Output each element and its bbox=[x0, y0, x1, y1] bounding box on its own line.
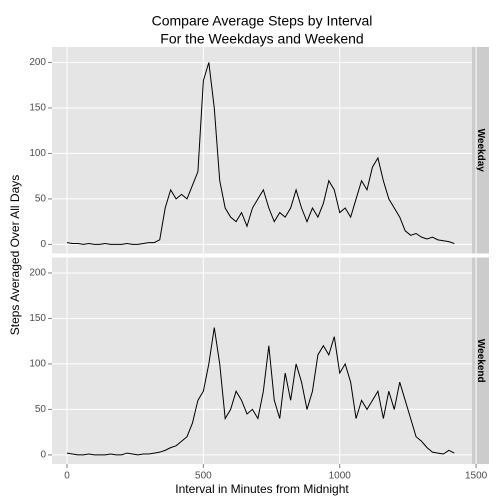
panel-background bbox=[52, 47, 472, 254]
x-tick-label: 0 bbox=[64, 471, 70, 482]
y-tick-label: 0 bbox=[40, 450, 46, 461]
y-tick-label: 200 bbox=[29, 268, 46, 279]
x-tick-label: 1500 bbox=[465, 471, 488, 482]
x-tick-label: 1000 bbox=[329, 471, 352, 482]
strip-label: Weekday bbox=[475, 129, 486, 173]
x-tick-label: 500 bbox=[195, 471, 212, 482]
panel-background bbox=[52, 257, 472, 464]
strip-label: Weekend bbox=[475, 339, 486, 383]
y-tick-label: 0 bbox=[40, 239, 46, 250]
x-axis-label: Interval in Minutes from Midnight bbox=[175, 482, 349, 496]
y-tick-label: 200 bbox=[29, 57, 46, 68]
y-tick-label: 50 bbox=[35, 194, 47, 205]
chart-subtitle: For the Weekdays and Weekend bbox=[160, 31, 363, 47]
y-tick-label: 150 bbox=[29, 103, 46, 114]
chart-title: Compare Average Steps by Interval bbox=[152, 13, 373, 29]
y-tick-label: 50 bbox=[35, 404, 47, 415]
y-tick-label: 150 bbox=[29, 313, 46, 324]
y-axis-label: Steps Averaged Over All Days bbox=[8, 175, 22, 336]
y-tick-label: 100 bbox=[29, 359, 46, 370]
y-tick-label: 100 bbox=[29, 148, 46, 159]
series-line bbox=[66, 62, 455, 245]
series-line bbox=[66, 327, 455, 456]
